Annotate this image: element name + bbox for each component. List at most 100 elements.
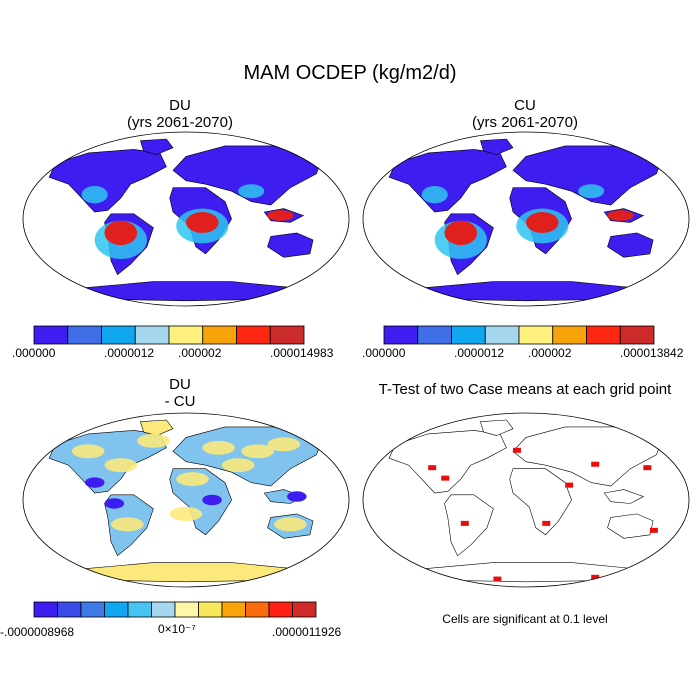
panel-subtitle-cu: (yrs 2061-2070) [472, 114, 578, 131]
significant-cell [542, 520, 551, 526]
deposition-region [238, 184, 265, 199]
diff-negative-region [202, 494, 222, 506]
colorbar-du-box-7 [269, 325, 305, 345]
colorbar-diff-box-7 [198, 601, 223, 618]
cb2-label-3: .000013842 [620, 346, 684, 360]
colorbar-diff-box-6 [174, 601, 199, 618]
panel-subtitle-diff: - CU [164, 393, 196, 410]
deposition-region [81, 185, 108, 204]
map-panel-cu [362, 131, 690, 307]
significant-cell [512, 447, 521, 453]
colorbar-cu-box-6 [586, 325, 621, 345]
significant-cell [643, 465, 652, 471]
map-border-ttest [362, 412, 690, 588]
colorbar-cu-box-0 [383, 325, 419, 345]
map-land-group-ttest [388, 419, 664, 583]
map-land-group-du [48, 138, 324, 302]
diff-positive-region [169, 506, 203, 521]
cb3-label-0: -.0000008968 [0, 625, 75, 639]
diff-negative-region [287, 491, 307, 502]
deposition-peak [607, 210, 634, 221]
diff-positive-region [104, 458, 138, 473]
deposition-peak [104, 220, 138, 246]
significant-cell [441, 475, 450, 481]
significant-cell [428, 573, 437, 579]
map-land-group-cu [388, 138, 664, 302]
significant-cell [591, 461, 600, 467]
panel-title-cu: CU [514, 97, 536, 114]
colorbar-diff-box-11 [292, 601, 317, 618]
cb1-label-1: .0000012 [104, 346, 155, 360]
cb2-label-2: .000002 [528, 346, 572, 360]
colorbar-diff-box-3 [104, 601, 129, 618]
deposition-peak [186, 212, 219, 233]
significant-cell [565, 482, 574, 488]
continent-eurasia [512, 145, 664, 206]
panel-title-du: DU [169, 97, 191, 114]
cb2-label-0: .000000 [362, 346, 406, 360]
colorbar-cu-box-3 [484, 325, 520, 345]
panel-title-diff: DU [169, 376, 191, 393]
map-panel-ttest [362, 412, 690, 588]
significant-cell [428, 465, 437, 471]
continent-greenland [480, 138, 514, 155]
diff-positive-region [267, 437, 301, 452]
colorbar-du-box-5 [202, 325, 237, 345]
colorbar-diff-box-8 [221, 601, 246, 618]
colorbar-du-box-2 [101, 325, 136, 345]
cb1-label-0: .000000 [12, 346, 56, 360]
deposition-peak [267, 210, 294, 221]
diff-positive-region [137, 433, 170, 448]
continent-seasia [603, 489, 645, 504]
colorbar-diff-box-2 [80, 601, 105, 618]
colorbar-cu-box-5 [552, 325, 587, 345]
colorbar-diff-box-4 [127, 601, 152, 618]
significant-cell [591, 574, 600, 580]
colorbar-cu-box-4 [518, 325, 554, 345]
continent-greenland [140, 419, 174, 436]
colorbar-diff-box-10 [268, 601, 293, 618]
colorbar-du-box-3 [134, 325, 170, 345]
continent-eurasia [512, 426, 664, 487]
diff-positive-region [71, 444, 105, 459]
cb2-label-1: .0000012 [454, 346, 505, 360]
colorbar-cu-box-2 [451, 325, 486, 345]
figure-title: MAM OCDEP (kg/m2/d) [243, 62, 457, 84]
continent-samerica [444, 494, 494, 557]
diff-negative-region [104, 498, 125, 509]
continent-australia [267, 232, 314, 258]
continent-australia [607, 513, 654, 539]
continent-greenland [480, 419, 514, 436]
continent-africa [509, 468, 572, 536]
panel-title-ttest: T-Test of two Case means at each grid po… [378, 381, 672, 398]
continent-australia [607, 232, 654, 258]
map-panel-du [22, 131, 350, 307]
diff-positive-region [274, 517, 307, 532]
continent-namerica [388, 149, 507, 213]
diff-negative-region [84, 477, 105, 488]
diff-positive-region [176, 472, 209, 487]
colorbar-cu-box-1 [417, 325, 452, 345]
map-border-diff [22, 412, 350, 588]
diff-positive-region [241, 444, 275, 459]
continent-eurasia [172, 145, 324, 206]
colorbar-du-box-4 [168, 325, 204, 345]
significant-cell [649, 527, 658, 533]
deposition-peak [444, 220, 478, 246]
footnote: Cells are significant at 0.1 level [442, 612, 608, 626]
diff-positive-region [202, 440, 235, 455]
map-border-du [22, 131, 350, 307]
cb3-label-1: 0×10⁻⁷ [158, 622, 196, 636]
significant-cell [493, 576, 502, 582]
continent-greenland [140, 138, 174, 155]
colorbar-cu-box-7 [619, 325, 655, 345]
deposition-peak [526, 212, 559, 233]
map-panel-diff [22, 412, 350, 588]
map-land-group-diff [48, 419, 324, 583]
map-border-cu [362, 131, 690, 307]
continent-namerica [388, 430, 507, 494]
colorbar-diff-box-0 [33, 601, 58, 618]
diff-positive-region [221, 458, 255, 473]
panel-subtitle-du: (yrs 2061-2070) [127, 114, 233, 131]
cb1-label-3: .000014983 [270, 346, 334, 360]
